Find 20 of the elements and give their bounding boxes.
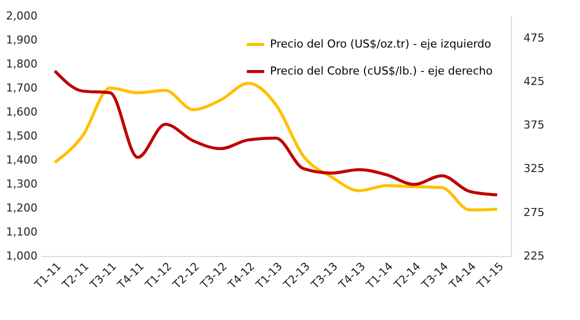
y2-tick-label: 475 (524, 31, 544, 44)
y2-tick-label: 275 (524, 206, 544, 219)
legend-label: Precio del Cobre (cUS$/lb.) - eje derecho (270, 64, 493, 78)
y-tick-label: 1,300 (6, 178, 38, 190)
line-series (53, 82, 499, 212)
y-tick-label: 1,800 (6, 58, 38, 70)
y-tick-label: 1,700 (6, 82, 38, 94)
y2-tick-label: 425 (524, 74, 544, 88)
y-tick-label: 1,600 (6, 106, 38, 118)
y2-tick-label: 225 (524, 250, 544, 262)
y-tick-label: 1,000 (6, 250, 38, 262)
y-tick-label: 2,000 (6, 10, 38, 22)
y2-tick-label: 375 (524, 118, 544, 132)
y-tick-label: 1,500 (6, 130, 38, 142)
y-tick-label: 1,200 (6, 202, 38, 214)
legend-label: Precio del Oro (US$/oz.tr) - eje izquierdo (270, 38, 492, 50)
y-tick-label: 1,400 (6, 154, 38, 166)
y-tick-label: 1,100 (6, 226, 38, 238)
y2-tick-label: 325 (524, 162, 544, 176)
y-tick-label: 1,900 (6, 34, 38, 46)
